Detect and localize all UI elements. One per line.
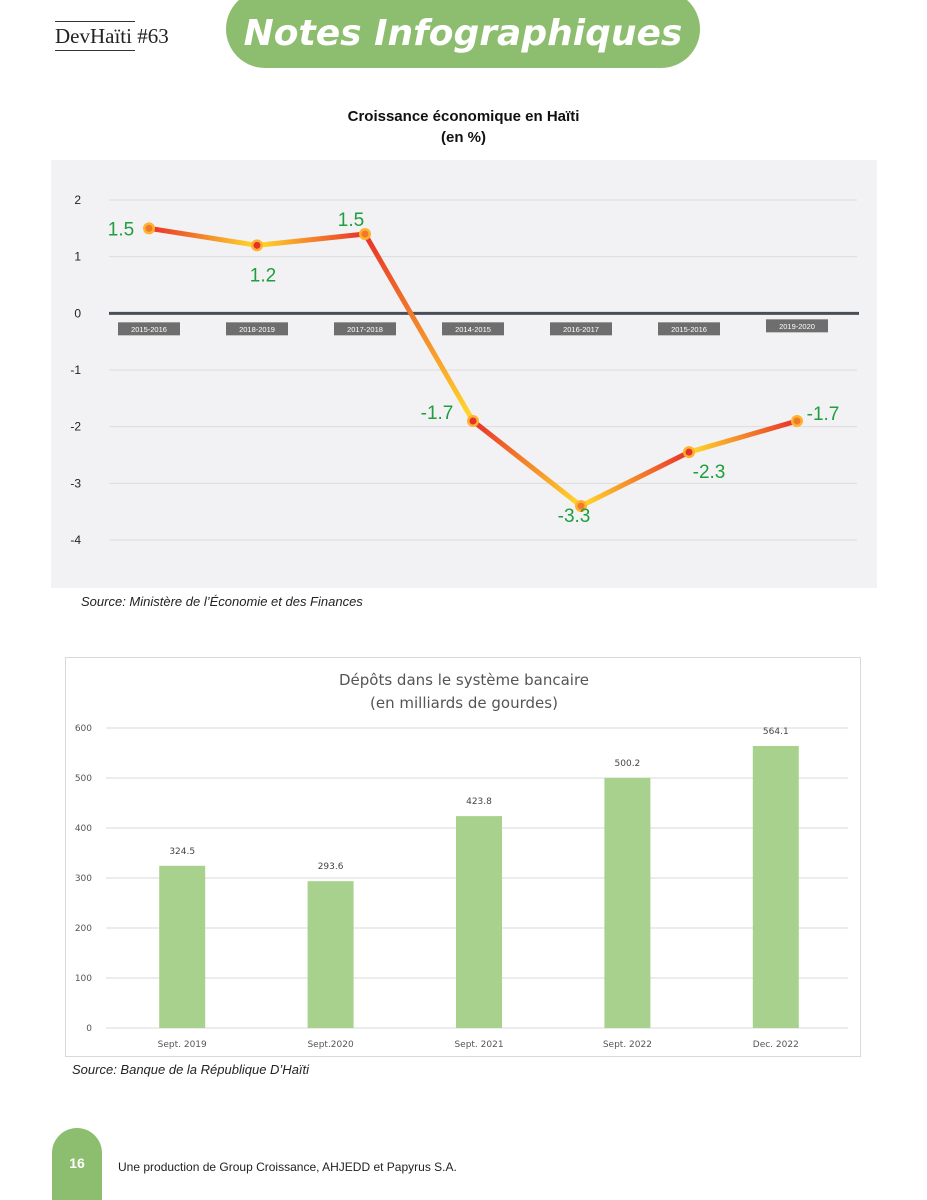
- bar-value-label: 564.1: [763, 727, 789, 737]
- x-tick-label: Sept. 2019: [158, 1040, 207, 1050]
- series-line-segment: [362, 231, 476, 424]
- growth-chart-source: Source: Ministère de l’Économie et des F…: [81, 594, 363, 609]
- bar: [752, 745, 799, 1028]
- data-point-core: [361, 230, 369, 238]
- y-tick-label: 200: [75, 924, 92, 934]
- y-tick-label: 100: [75, 974, 92, 984]
- series-line-segment: [470, 418, 584, 509]
- data-label: 1.5: [108, 219, 134, 240]
- x-tick-label: Sept.2020: [307, 1040, 354, 1050]
- data-point-core: [793, 417, 801, 425]
- growth-chart-panel: 2 1 0 -1 -2 -3 -4 2015-2016 2018-2019 2017-2018 20…: [51, 160, 877, 588]
- masthead-rule-bottom: [55, 50, 135, 51]
- x-tick-label: Sept. 2021: [454, 1040, 503, 1050]
- bar-value-label: 293.6: [318, 862, 344, 872]
- data-label: -1.7: [421, 403, 454, 424]
- series-line-segment: [578, 449, 692, 509]
- banner-title: Notes Infographiques: [243, 12, 683, 54]
- series-line-segment: [254, 231, 368, 248]
- growth-chart-title-text: Croissance économique en Haïti: [347, 108, 580, 125]
- y-tick-label: 0: [86, 1024, 92, 1034]
- y-tick-label: -3: [70, 476, 81, 490]
- data-label: -2.3: [693, 462, 726, 483]
- deposits-chart-box: Dépôts dans le système bancaire (en milli…: [65, 657, 861, 1057]
- publication-masthead: DevHaïti #63: [55, 21, 169, 51]
- publication-name: DevHaïti #63: [55, 24, 169, 48]
- growth-line-chart: 2 1 0 -1 -2 -3 -4 2015-2016 2018-2019 2017-2018 20…: [70, 193, 859, 547]
- y-tick-label: 500: [75, 774, 92, 784]
- data-label: -3.3: [558, 506, 591, 527]
- y-tick-label: 0: [74, 306, 81, 320]
- data-point-core: [253, 241, 261, 249]
- data-point-core: [469, 417, 477, 425]
- footer-credit: Une production de Group Croissance, AHJE…: [118, 1160, 457, 1174]
- category-box: [334, 322, 396, 336]
- y-tick-label: 600: [75, 724, 92, 734]
- series-line-segment: [686, 418, 800, 455]
- data-label: -1.7: [807, 404, 840, 425]
- bar: [159, 865, 206, 1028]
- y-tick-label: -1: [70, 363, 81, 377]
- y-tick-label: 1: [74, 250, 81, 264]
- bar-value-label: 324.5: [169, 847, 195, 857]
- x-tick-label: Dec. 2022: [753, 1040, 799, 1050]
- data-point-core: [145, 224, 153, 232]
- growth-chart-title: Croissance économique en Haïti (en %): [0, 106, 927, 148]
- category-label: 2015-2016: [131, 325, 167, 334]
- category-box: [226, 322, 288, 336]
- category-box: [766, 319, 828, 333]
- category-label: 2016-2017: [563, 325, 599, 334]
- section-banner: Notes Infographiques: [226, 0, 700, 68]
- x-tick-label: Sept. 2022: [603, 1040, 652, 1050]
- category-label: 2017-2018: [347, 325, 383, 334]
- page-number-tab: 16: [52, 1128, 102, 1200]
- deposits-chart-title: Dépôts dans le système bancaire: [339, 671, 589, 689]
- growth-chart-subtitle: (en %): [441, 129, 486, 146]
- y-tick-label: -4: [70, 533, 81, 547]
- category-box: [550, 322, 612, 336]
- category-box: [118, 322, 180, 336]
- y-tick-label: 2: [74, 193, 81, 207]
- y-tick-label: -2: [70, 420, 81, 434]
- data-point-core: [685, 448, 693, 456]
- category-label: 2019-2020: [779, 322, 815, 331]
- category-label: 2015-2016: [671, 325, 707, 334]
- masthead-rule-top: [55, 21, 135, 22]
- category-box: [442, 322, 504, 336]
- category-box: [658, 322, 720, 336]
- bar: [604, 777, 651, 1028]
- deposits-chart-source: Source: Banque de la République D’Haïti: [72, 1062, 310, 1077]
- series-line-segment: [146, 225, 260, 248]
- bar-value-label: 500.2: [615, 759, 641, 769]
- y-tick-label: 400: [75, 824, 92, 834]
- category-label: 2014-2015: [455, 325, 491, 334]
- data-point-core: [577, 502, 585, 510]
- deposits-chart-subtitle: (en milliards de gourdes): [370, 694, 558, 712]
- bar-value-label: 423.8: [466, 797, 492, 807]
- data-label: 1.2: [250, 265, 276, 286]
- deposits-bar-chart: Dépôts dans le système bancaire (en milli…: [75, 671, 848, 1050]
- bar: [307, 881, 354, 1028]
- category-label: 2018-2019: [239, 325, 275, 334]
- bar: [456, 816, 502, 1028]
- data-label: 1.5: [338, 210, 364, 231]
- y-tick-label: 300: [75, 874, 92, 884]
- page-number: 16: [69, 1155, 85, 1171]
